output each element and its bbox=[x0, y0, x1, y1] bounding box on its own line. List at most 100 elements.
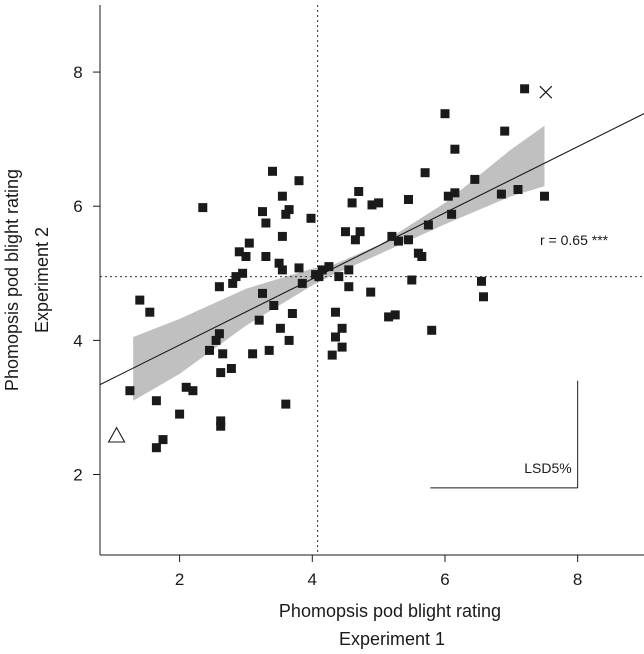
y-tick-label: 2 bbox=[73, 466, 82, 485]
data-point bbox=[341, 227, 350, 237]
data-point bbox=[447, 209, 457, 219]
data-point bbox=[344, 282, 354, 292]
data-point bbox=[281, 399, 291, 409]
data-points-layer bbox=[125, 84, 549, 453]
y-tick-label: 6 bbox=[73, 197, 82, 216]
data-point bbox=[241, 252, 251, 261]
y-axis-title-line2: Experiment 2 bbox=[32, 227, 52, 333]
triangle-marker bbox=[107, 426, 126, 443]
data-point bbox=[244, 238, 254, 248]
data-point bbox=[294, 176, 304, 186]
data-point bbox=[268, 166, 277, 176]
data-point bbox=[258, 207, 267, 217]
data-point bbox=[390, 310, 400, 320]
x-tick-label: 6 bbox=[440, 570, 449, 589]
data-point bbox=[317, 265, 327, 275]
data-point bbox=[540, 191, 549, 201]
data-point bbox=[211, 335, 221, 345]
data-point bbox=[366, 287, 376, 297]
lsd-bracket-layer bbox=[430, 380, 579, 489]
data-point bbox=[277, 231, 287, 241]
data-point bbox=[261, 252, 271, 261]
data-point bbox=[228, 278, 238, 288]
cross-marker-stroke bbox=[539, 85, 553, 99]
data-point bbox=[387, 231, 397, 241]
x-axis-title-line1: Phomopsis pod blight rating bbox=[279, 601, 501, 621]
data-point bbox=[331, 307, 340, 317]
data-point bbox=[420, 168, 430, 178]
data-point bbox=[404, 235, 413, 245]
data-point bbox=[513, 185, 523, 194]
data-point bbox=[355, 227, 365, 237]
y-tick-label: 8 bbox=[73, 63, 82, 82]
data-point bbox=[423, 220, 433, 230]
data-point bbox=[440, 109, 450, 119]
axes-layer: 2 4 6 8 2 4 6 8 bbox=[73, 5, 644, 589]
data-point bbox=[188, 386, 198, 396]
data-point bbox=[234, 247, 244, 257]
data-point bbox=[407, 275, 417, 285]
data-point bbox=[520, 84, 530, 94]
data-point bbox=[404, 195, 413, 204]
data-point bbox=[238, 268, 248, 278]
data-point bbox=[354, 187, 364, 196]
data-point bbox=[284, 205, 294, 215]
data-point bbox=[350, 235, 360, 245]
data-point bbox=[125, 386, 135, 396]
data-point bbox=[297, 278, 307, 288]
regression-line-layer bbox=[99, 113, 644, 386]
data-point bbox=[205, 345, 214, 355]
data-point bbox=[274, 258, 284, 268]
data-point bbox=[258, 288, 267, 298]
data-point bbox=[344, 265, 354, 275]
x-tick-label: 4 bbox=[308, 570, 317, 589]
data-point bbox=[347, 198, 357, 208]
x-tick-label: 2 bbox=[175, 570, 184, 589]
data-point bbox=[277, 265, 287, 275]
data-point bbox=[198, 203, 208, 213]
data-point bbox=[281, 209, 291, 219]
data-point bbox=[450, 144, 460, 154]
data-point bbox=[314, 272, 324, 282]
r-annotation: r = 0.65 *** bbox=[540, 232, 609, 248]
data-point bbox=[324, 262, 334, 272]
data-point bbox=[145, 307, 155, 317]
data-point bbox=[216, 368, 226, 378]
y-axis-title-line1: Phomopsis pod blight rating bbox=[2, 169, 22, 391]
data-point bbox=[181, 382, 191, 392]
data-point bbox=[294, 263, 304, 273]
data-point bbox=[287, 309, 297, 318]
data-point bbox=[417, 252, 427, 261]
special-markers-layer bbox=[107, 85, 553, 443]
data-point bbox=[277, 191, 287, 201]
data-point bbox=[384, 312, 394, 322]
data-point bbox=[367, 200, 377, 210]
data-point bbox=[470, 174, 480, 184]
data-point bbox=[151, 396, 161, 406]
data-point bbox=[427, 325, 437, 335]
data-point bbox=[261, 218, 271, 228]
confidence-band-layer bbox=[133, 125, 545, 401]
data-point bbox=[226, 364, 236, 373]
data-point bbox=[477, 276, 486, 286]
data-point bbox=[496, 189, 506, 199]
data-point bbox=[284, 335, 294, 345]
data-point bbox=[334, 272, 344, 282]
cross-marker bbox=[539, 85, 553, 99]
x-tick-label: 8 bbox=[573, 570, 582, 589]
data-point bbox=[216, 421, 226, 431]
data-point bbox=[394, 236, 403, 246]
data-point bbox=[275, 323, 285, 333]
x-axis-title-line2: Experiment 1 bbox=[339, 629, 445, 649]
lsd-label: LSD5% bbox=[524, 460, 571, 476]
data-point bbox=[269, 301, 279, 310]
data-point bbox=[254, 315, 264, 325]
data-point bbox=[158, 435, 168, 445]
data-point bbox=[306, 213, 316, 223]
data-point bbox=[214, 282, 224, 292]
data-point bbox=[331, 332, 340, 342]
data-point bbox=[479, 292, 488, 302]
confidence-band bbox=[133, 125, 545, 401]
data-point bbox=[248, 349, 258, 359]
